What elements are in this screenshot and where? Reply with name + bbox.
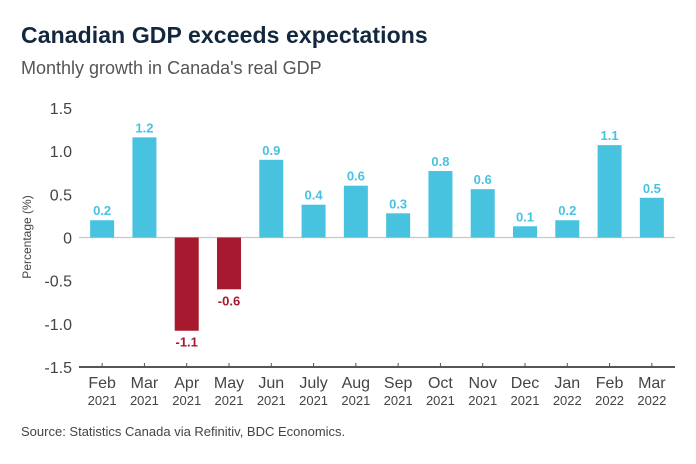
y-tick-label: -1.0 xyxy=(44,317,72,334)
y-tick-label: 1.5 xyxy=(50,101,72,118)
x-tick-label-year: 2021 xyxy=(341,393,370,408)
x-tick-label-year: 2022 xyxy=(553,393,582,408)
bar xyxy=(132,137,157,238)
bar xyxy=(597,145,622,238)
x-tick-label-month: Mar xyxy=(131,375,159,392)
bar xyxy=(217,237,241,290)
data-label: 0.4 xyxy=(305,188,324,203)
x-tick-label-month: Nov xyxy=(468,375,496,392)
bar xyxy=(174,237,199,331)
x-tick-label-year: 2021 xyxy=(88,393,117,408)
bar xyxy=(555,220,580,238)
x-tick-label-year: 2022 xyxy=(595,393,624,408)
x-tick-label-month: Sep xyxy=(384,375,413,392)
data-label: -1.1 xyxy=(176,335,198,350)
x-tick-label-month: Jan xyxy=(554,375,580,392)
chart-title: Canadian GDP exceeds expectations xyxy=(21,22,428,48)
y-tick-label: -0.5 xyxy=(44,274,72,291)
x-tick-label-year: 2022 xyxy=(637,393,666,408)
bar xyxy=(513,226,537,238)
bar xyxy=(386,213,411,238)
y-axis-label: Percentage (%) xyxy=(20,195,34,278)
x-tick-label-month: Mar xyxy=(638,375,666,392)
data-label: 0.3 xyxy=(389,196,407,211)
x-tick-label-month: Feb xyxy=(88,375,116,392)
y-tick-label: -1.5 xyxy=(44,360,72,377)
bar xyxy=(301,204,326,238)
data-label: 0.2 xyxy=(93,203,111,218)
x-tick-label-year: 2021 xyxy=(215,393,244,408)
x-tick-label-month: May xyxy=(214,375,244,392)
x-tick-label-year: 2021 xyxy=(130,393,159,408)
data-label: 1.1 xyxy=(601,128,619,143)
x-tick-label-month: Aug xyxy=(342,375,370,392)
data-label: 0.1 xyxy=(516,209,534,224)
x-tick-label-month: Jun xyxy=(258,375,284,392)
x-tick-label-year: 2021 xyxy=(384,393,413,408)
data-label: 0.9 xyxy=(262,143,280,158)
y-tick-label: 1.0 xyxy=(50,144,72,161)
x-axis: Feb2021Mar2021Apr2021May2021Jun2021July2… xyxy=(79,363,675,408)
x-tick-label-year: 2021 xyxy=(468,393,497,408)
source-note: Source: Statistics Canada via Refinitiv,… xyxy=(21,424,346,439)
data-label: 0.6 xyxy=(347,169,365,184)
x-tick-label-month: Apr xyxy=(174,375,200,392)
chart-subtitle: Monthly growth in Canada's real GDP xyxy=(21,58,322,78)
data-labels: 0.2 1.2 -1.1 -0.6 0.9 0.4 0.6 0.3 0.8 0.6 0.1 0.2 1.… xyxy=(93,120,661,349)
bar xyxy=(428,171,453,238)
x-tick-label-year: 2021 xyxy=(257,393,286,408)
x-tick-label-year: 2021 xyxy=(426,393,455,408)
x-tick-label-month: Dec xyxy=(511,375,539,392)
x-tick-label-month: July xyxy=(299,375,327,392)
data-label: -0.6 xyxy=(218,293,240,308)
x-tick-label-year: 2021 xyxy=(511,393,540,408)
x-tick-label-month: Feb xyxy=(596,375,624,392)
data-label: 0.6 xyxy=(474,172,492,187)
bar xyxy=(343,185,368,238)
x-tick-label-year: 2021 xyxy=(299,393,328,408)
bar xyxy=(259,159,284,238)
x-tick-label-month: Oct xyxy=(428,375,453,392)
data-label: 0.2 xyxy=(558,203,576,218)
y-tick-label: 0 xyxy=(63,231,72,248)
data-label: 0.5 xyxy=(643,181,661,196)
bar xyxy=(639,197,664,238)
data-label: 1.2 xyxy=(135,120,153,135)
data-label: 0.8 xyxy=(431,154,449,169)
y-tick-label: 0.5 xyxy=(50,187,72,204)
bar xyxy=(470,189,495,238)
y-axis: 1.5 1.0 0.5 0 -0.5 -1.0 -1.5 xyxy=(44,101,675,377)
x-tick-label-year: 2021 xyxy=(172,393,201,408)
bar xyxy=(90,220,115,238)
bars xyxy=(90,137,664,331)
